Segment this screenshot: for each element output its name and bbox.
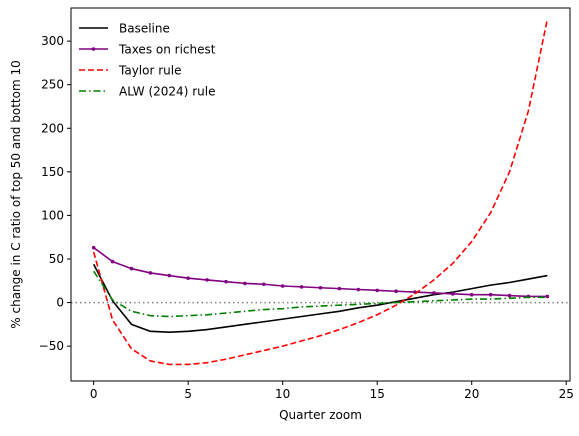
data-point bbox=[337, 286, 342, 291]
plot-frame bbox=[70, 7, 571, 382]
x-tick-label: 20 bbox=[464, 387, 479, 401]
legend-label: ALW (2024) rule bbox=[119, 85, 215, 99]
data-point bbox=[148, 271, 153, 275]
data-point bbox=[205, 278, 209, 282]
y-tick-label: 100 bbox=[41, 208, 64, 222]
series-line bbox=[93, 270, 548, 318]
series-layer bbox=[91, 19, 550, 366]
data-point bbox=[318, 285, 323, 290]
data-point bbox=[299, 285, 304, 289]
data-point bbox=[91, 245, 96, 250]
data-point bbox=[488, 292, 493, 297]
data-point bbox=[469, 292, 474, 297]
y-tick-label: 0 bbox=[56, 296, 64, 310]
data-point bbox=[243, 281, 247, 286]
y-tick-label: 50 bbox=[49, 252, 64, 266]
y-tick-label: −50 bbox=[39, 339, 64, 353]
series-3 bbox=[93, 270, 548, 318]
data-point bbox=[261, 282, 266, 287]
data-point bbox=[394, 289, 398, 294]
legend-item: ALW (2024) rule bbox=[79, 85, 215, 99]
data-point bbox=[280, 284, 285, 288]
series-2 bbox=[92, 19, 549, 366]
axes-frame bbox=[70, 7, 571, 382]
legend-item: Taylor rule bbox=[79, 64, 181, 78]
x-axis-label: Quarter zoom bbox=[279, 408, 362, 422]
y-tick-label: 200 bbox=[41, 121, 64, 135]
data-point bbox=[186, 276, 190, 280]
axis-ticks: 0 5 10 15 20 25 −50 0 50 100 150 200 250 300 bbox=[39, 34, 574, 401]
series-line bbox=[92, 19, 549, 366]
series-1 bbox=[91, 245, 550, 299]
data-point bbox=[356, 287, 361, 292]
x-tick-label: 25 bbox=[559, 387, 574, 401]
legend: Baseline Taxes on richest Taylor rule ALW (… bbox=[79, 22, 216, 99]
plot-background bbox=[71, 8, 570, 381]
data-point bbox=[167, 273, 172, 278]
series-line bbox=[92, 263, 548, 334]
x-tick-label: 10 bbox=[275, 387, 290, 401]
data-point bbox=[451, 292, 455, 296]
data-point bbox=[507, 293, 512, 298]
legend-item: Taxes on richest bbox=[79, 43, 216, 57]
data-point bbox=[545, 294, 550, 299]
data-point bbox=[375, 288, 380, 293]
x-tick-label: 0 bbox=[90, 387, 98, 401]
y-tick-label: 300 bbox=[41, 34, 64, 48]
legend-label: Taxes on richest bbox=[118, 43, 216, 57]
data-point bbox=[129, 266, 134, 271]
legend-label: Taylor rule bbox=[118, 64, 181, 78]
x-tick-label: 5 bbox=[184, 387, 192, 401]
y-axis-label: % change in C ratio of top 50 and bottom… bbox=[9, 60, 23, 328]
plot-area bbox=[71, 8, 570, 381]
legend-marker bbox=[91, 47, 96, 51]
data-point bbox=[224, 279, 228, 284]
data-point bbox=[432, 291, 436, 295]
y-tick-label: 150 bbox=[41, 165, 64, 179]
x-tick-label: 15 bbox=[370, 387, 385, 401]
legend-label: Baseline bbox=[119, 22, 170, 36]
series-0 bbox=[92, 263, 548, 334]
data-point bbox=[110, 259, 115, 264]
y-tick-label: 250 bbox=[41, 78, 64, 92]
legend-item: Baseline bbox=[79, 22, 170, 36]
